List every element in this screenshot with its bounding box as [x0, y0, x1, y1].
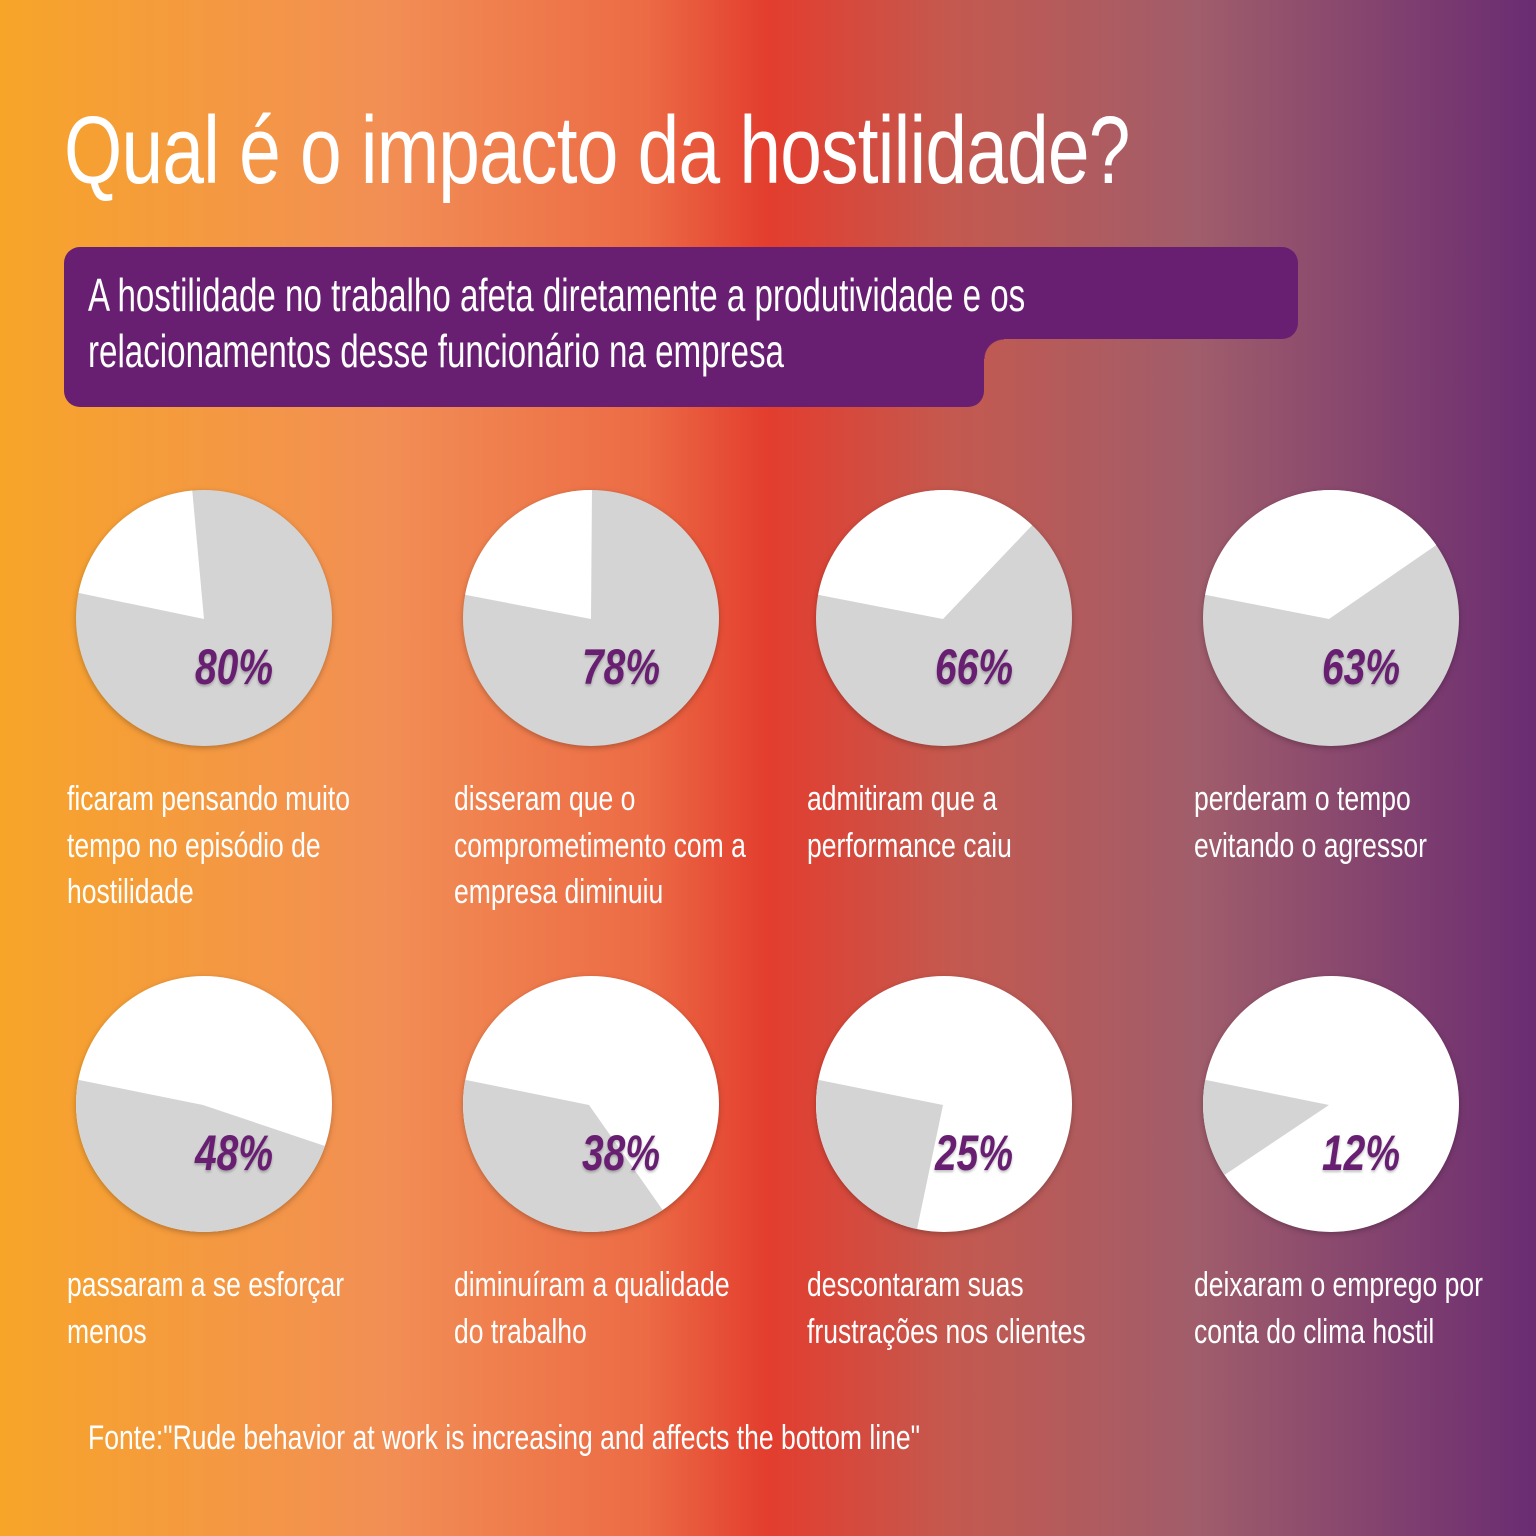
pie-value-label: 12% — [1321, 1125, 1401, 1181]
caption-line: disseram que o — [454, 780, 636, 818]
caption-line: evitando o agressor — [1194, 826, 1427, 865]
caption-line: menos — [67, 1312, 147, 1351]
caption-line: admitiram que a — [807, 780, 998, 818]
pie-graphic — [463, 490, 719, 746]
stat-caption-6: diminuíram a qualidade do trabalho — [454, 1262, 730, 1355]
pie-chart-5: 48% — [74, 974, 334, 1234]
pie-slice-value — [1203, 1079, 1329, 1189]
caption-line: performance caiu — [807, 826, 1012, 865]
subtitle-line-1: A hostilidade no trabalho afeta diretame… — [88, 269, 1026, 321]
subtitle-text: A hostilidade no trabalho afeta diretame… — [88, 271, 1025, 375]
caption-line: frustrações nos clientes — [807, 1312, 1086, 1351]
pie-chart-6: 38% — [461, 974, 721, 1234]
pie-graphic — [816, 976, 1072, 1232]
caption-line: diminuíram a qualidade — [454, 1266, 730, 1304]
subtitle-notch — [984, 339, 1004, 359]
caption-line: do trabalho — [454, 1312, 587, 1351]
pie-value-label: 38% — [581, 1125, 661, 1181]
subtitle-line-2: relacionamentos desse funcionário na emp… — [88, 325, 784, 377]
pie-value-label: 63% — [1321, 639, 1401, 695]
pie-chart-3: 66% — [814, 488, 1074, 748]
pie-graphic — [1203, 490, 1459, 746]
caption-line: passaram a se esforçar — [67, 1266, 345, 1304]
caption-line: conta do clima hostil — [1194, 1312, 1435, 1351]
subtitle-bg-bottom — [64, 327, 984, 407]
pie-chart-8: 12% — [1201, 974, 1461, 1234]
source-citation: Fonte:"Rude behavior at work is increasi… — [88, 1419, 921, 1457]
caption-line: empresa diminuiu — [454, 873, 664, 911]
caption-line: perderam o tempo — [1194, 780, 1411, 818]
pie-value-label: 78% — [581, 639, 661, 695]
pie-chart-2: 78% — [461, 488, 721, 748]
pie-graphic — [76, 976, 332, 1232]
stat-caption-8: deixaram o emprego por conta do clima ho… — [1194, 1262, 1483, 1355]
pie-value-label: 80% — [194, 639, 274, 695]
pie-slice-remainder — [1203, 490, 1459, 619]
caption-line: comprometimento com a — [454, 826, 746, 865]
pie-chart-7: 25% — [814, 974, 1074, 1234]
subtitle-bg-top — [64, 247, 1298, 339]
caption-line: deixaram o emprego por — [1194, 1266, 1483, 1304]
caption-line: tempo no episódio de — [67, 826, 321, 865]
pie-chart-4: 63% — [1201, 488, 1461, 748]
stat-caption-4: perderam o tempo evitando o agressor — [1194, 776, 1427, 869]
stat-caption-7: descontaram suas frustrações nos cliente… — [807, 1262, 1086, 1355]
pie-value-label: 66% — [934, 639, 1014, 695]
pie-slice-remainder — [1203, 976, 1459, 1232]
pie-graphic — [463, 976, 719, 1232]
pie-slice-value — [463, 1079, 671, 1232]
caption-line: descontaram suas — [807, 1266, 1024, 1304]
pie-value-label: 48% — [194, 1125, 274, 1181]
pie-graphic — [76, 490, 332, 746]
caption-line: ficaram pensando muito — [67, 780, 351, 818]
pie-graphic — [816, 490, 1072, 746]
caption-line: hostilidade — [67, 873, 194, 911]
pie-chart-1: 80% — [74, 488, 334, 748]
pie-slice-value — [76, 1079, 332, 1232]
pie-value-label: 25% — [934, 1125, 1014, 1181]
stat-caption-3: admitiram que a performance caiu — [807, 776, 1012, 869]
pie-slice-remainder — [816, 490, 1072, 619]
pie-graphic — [1203, 976, 1459, 1232]
page-title: Qual é o impacto da hostilidade? — [64, 97, 1130, 204]
stat-caption-1: ficaram pensando muito tempo no episódio… — [67, 776, 350, 916]
stat-caption-5: passaram a se esforçar menos — [67, 1262, 344, 1355]
stat-caption-2: disseram que o comprometimento com a emp… — [454, 776, 746, 916]
